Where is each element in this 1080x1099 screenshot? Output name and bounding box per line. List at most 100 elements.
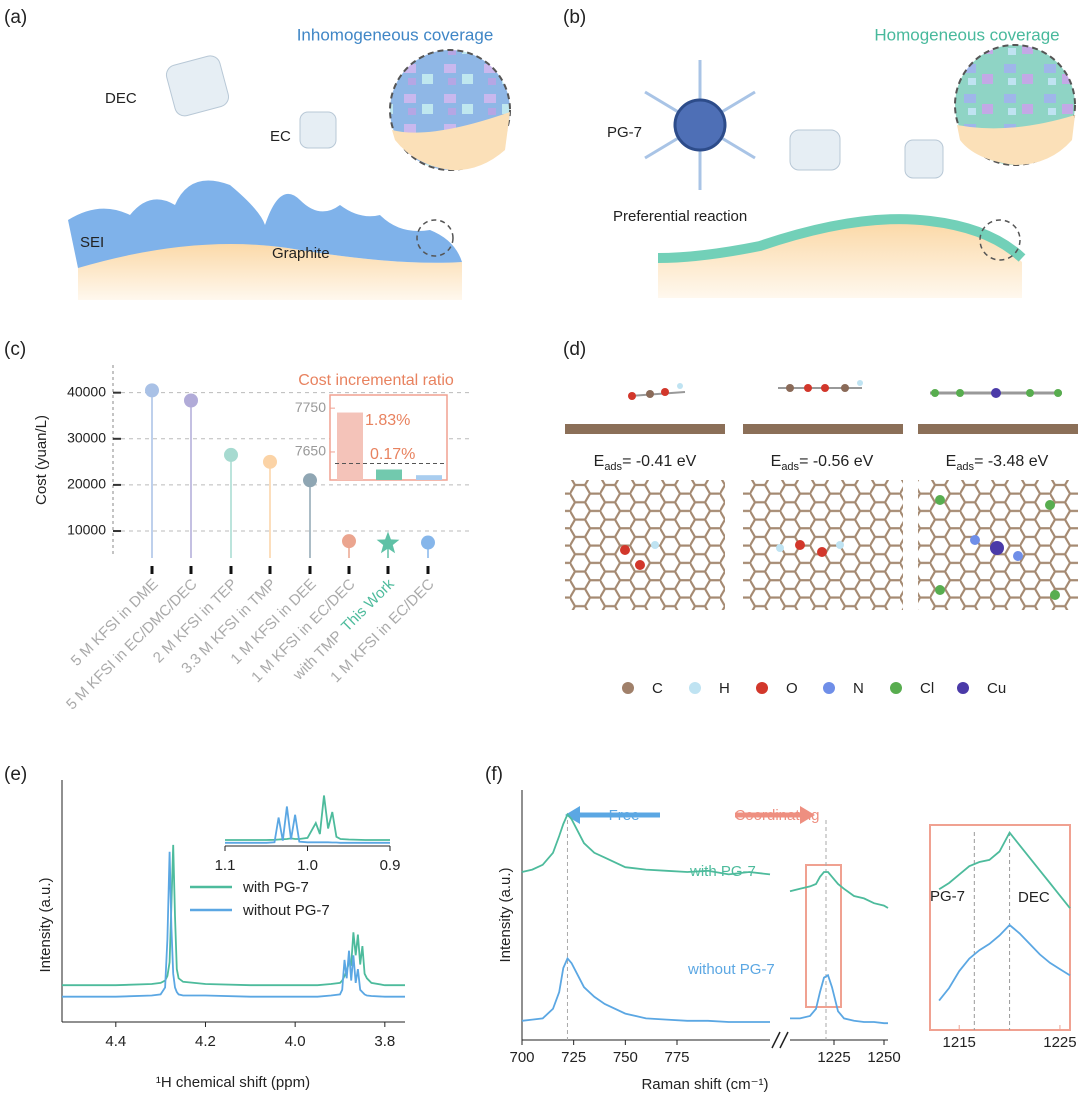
molecule-side — [930, 388, 1062, 398]
legend-swatch — [689, 682, 701, 694]
series-line — [938, 923, 1071, 1002]
inset-label: DEC — [1018, 889, 1050, 906]
inset-label: PG-7 — [930, 888, 965, 905]
series-line — [225, 795, 390, 841]
label: EC — [270, 128, 291, 145]
adsorption-energy: Eads= -0.56 eV — [771, 453, 874, 473]
panel-label: (b) — [563, 7, 586, 28]
y-tick-label: 40000 — [67, 383, 106, 399]
legend-label: with PG-7 — [242, 879, 309, 896]
adsorption-views — [565, 380, 1078, 610]
x-tick-label: 1250 — [867, 1049, 900, 1066]
y-tick-label: 30000 — [67, 429, 106, 445]
x-tick-label: 750 — [613, 1049, 638, 1066]
adsorption-energy: Eads= -0.41 eV — [594, 453, 697, 473]
marker — [263, 454, 277, 469]
inset-frame — [929, 824, 1071, 1031]
label: DEC — [105, 90, 137, 107]
marker — [145, 383, 159, 398]
panel-label: (a) — [4, 7, 27, 28]
molecule-cube — [165, 55, 230, 117]
zoom-graphite — [392, 112, 510, 171]
legend-swatch — [890, 682, 902, 694]
x-tick-label: 1.1 — [215, 857, 236, 874]
marker — [421, 535, 435, 550]
molecule-top — [935, 495, 1060, 600]
lattice — [743, 480, 903, 610]
legend-label: H — [719, 680, 730, 697]
series-label: with PG-7 — [689, 863, 756, 880]
molecule-cube — [904, 139, 944, 179]
label: SEI — [80, 234, 104, 251]
series-line — [62, 851, 405, 998]
series-line — [790, 973, 888, 1025]
label: PG-7 — [607, 124, 642, 141]
molecule-side — [778, 380, 863, 392]
bar — [376, 469, 402, 480]
marker — [342, 534, 356, 549]
panel-title: Inhomogeneous coverage — [297, 25, 494, 44]
energy-labels: Eads= -0.41 eV Eads= -0.56 eV Eads= -3.48 … — [594, 453, 1049, 697]
annotation: 0.17% — [370, 446, 415, 463]
annotation: 1.83% — [365, 412, 410, 429]
adsorption-energy: Eads= -3.48 eV — [946, 453, 1049, 473]
marker — [303, 473, 317, 488]
x-tick-label: 725 — [561, 1049, 586, 1066]
symbol: E — [594, 453, 605, 470]
zoom-graphite — [957, 115, 1075, 165]
x-tick-label: 0.9 — [380, 857, 401, 874]
highlight-box — [805, 864, 842, 1008]
y-axis-label: Cost (yuan/L) — [33, 415, 50, 505]
x-tick-label: 3.8 — [374, 1033, 395, 1050]
series-label: without PG-7 — [687, 961, 775, 978]
y-axis-label: Intensity (a.u.) — [497, 867, 514, 962]
y-axis-label: Intensity (a.u.) — [37, 877, 54, 972]
x-axis-label: Raman shift (cm⁻¹) — [641, 1076, 768, 1093]
x-tick-label: 4.0 — [285, 1033, 306, 1050]
legend-swatch — [622, 682, 634, 694]
molecule-cube — [789, 129, 841, 171]
value: = -0.41 eV — [622, 453, 697, 470]
sei-layer — [68, 180, 462, 268]
pg7-molecule — [644, 60, 756, 190]
series-line — [225, 806, 390, 844]
series-line — [521, 812, 771, 876]
star-marker — [376, 531, 400, 554]
bar — [416, 475, 442, 480]
substrate-strip — [918, 424, 1078, 434]
x-tick-label: 700 — [509, 1049, 534, 1066]
chart-f: 700 725 750 775 1225 1250 Raman shift (cm⁻¹) In… — [497, 790, 1077, 1093]
arrow-head — [800, 806, 815, 824]
x-tick-label: 1215 — [943, 1034, 976, 1051]
arrow-head — [565, 806, 580, 824]
y-tick-label: 7650 — [295, 443, 326, 459]
y-tick-label: 10000 — [67, 522, 106, 538]
chart-e: 4.4 4.2 4.0 3.8 ¹H chemical shift (ppm) Inten… — [37, 780, 405, 1091]
subscript: ads — [781, 461, 799, 473]
y-tick-label: 20000 — [67, 476, 106, 492]
x-tick-label: 775 — [664, 1049, 689, 1066]
value: = -3.48 eV — [974, 453, 1049, 470]
lattice — [565, 480, 725, 610]
series-line — [62, 844, 405, 987]
legend-label: Cl — [920, 680, 934, 697]
graphite — [658, 222, 1022, 298]
value: = -0.56 eV — [799, 453, 874, 470]
arrow-label: Free — [609, 807, 640, 824]
subscript: ads — [956, 461, 974, 473]
substrate-strip — [743, 424, 903, 434]
y-tick-label: 7750 — [295, 399, 326, 415]
bar — [337, 412, 363, 480]
molecule-top — [776, 540, 844, 557]
panel-title: Homogeneous coverage — [874, 25, 1059, 44]
zoom-spot — [416, 219, 454, 257]
marker — [184, 393, 198, 408]
panel-label: (e) — [4, 764, 27, 785]
label: Graphite — [272, 245, 330, 262]
x-tick-label: 1.0 — [297, 857, 318, 874]
molecule-side — [628, 383, 686, 400]
legend-label: Cu — [987, 680, 1006, 697]
substrate-strip — [565, 424, 725, 434]
x-axis-label: ¹H chemical shift (ppm) — [156, 1074, 310, 1091]
